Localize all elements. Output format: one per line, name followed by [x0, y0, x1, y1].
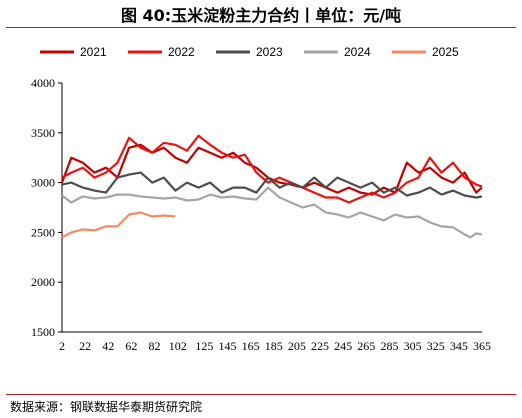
x-tick-label: 345	[450, 339, 468, 353]
y-tick-label: 4000	[31, 76, 55, 90]
series-line-2024	[61, 186, 483, 239]
x-tick-label: 365	[473, 339, 491, 353]
source-note: 数据来源：钢联数据华泰期货研究院	[10, 400, 203, 414]
legend-label-2023: 2023	[256, 45, 283, 59]
source-divider	[6, 394, 516, 395]
x-tick-label: 22	[79, 339, 91, 353]
x-tick-label: 125	[195, 339, 213, 353]
x-tick-label: 245	[334, 339, 352, 353]
y-tick-label: 2000	[31, 275, 55, 289]
x-tick-label: 145	[218, 339, 236, 353]
x-tick-label: 62	[125, 339, 137, 353]
y-tick-label: 3500	[31, 126, 55, 140]
y-tick-label: 3000	[31, 176, 55, 190]
legend-label-2025: 2025	[432, 45, 459, 59]
x-tick-label: 42	[102, 339, 114, 353]
y-tick-label: 1500	[31, 325, 55, 339]
series-line-2022	[61, 134, 483, 204]
x-tick-label: 82	[149, 339, 161, 353]
y-tick-label: 2500	[31, 225, 55, 239]
x-tick-label: 185	[265, 339, 283, 353]
legend-label-2024: 2024	[344, 45, 371, 59]
legend-label-2021: 2021	[80, 45, 107, 59]
x-tick-label: 2	[59, 339, 65, 353]
series-line-2021	[60, 143, 483, 196]
series-lines	[60, 134, 483, 239]
series-line-2023	[61, 171, 483, 199]
x-tick-label: 205	[288, 339, 306, 353]
title-divider	[6, 27, 516, 28]
x-tick-label: 305	[404, 339, 422, 353]
chart-title: 图 40:玉米淀粉主力合约丨单位：元/吨	[120, 6, 402, 25]
x-tick-labels: 2 22 42 62 82 102 125 145 165 185 205 225 245 265 285 3…	[59, 339, 491, 353]
series-line-2025	[61, 211, 176, 239]
x-tick-label: 325	[427, 339, 445, 353]
x-tick-label: 225	[311, 339, 329, 353]
x-tick-label: 285	[380, 339, 398, 353]
legend-label-2022: 2022	[168, 45, 195, 59]
x-tick-label: 165	[242, 339, 260, 353]
y-tick-labels: 1500 2000 2500 3000 3500 4000	[31, 76, 62, 339]
axes	[61, 83, 482, 333]
x-tick-label: 265	[357, 339, 375, 353]
legend: 2021 2022 2023 2024 2025	[40, 45, 459, 59]
x-tick-label: 102	[169, 339, 187, 353]
